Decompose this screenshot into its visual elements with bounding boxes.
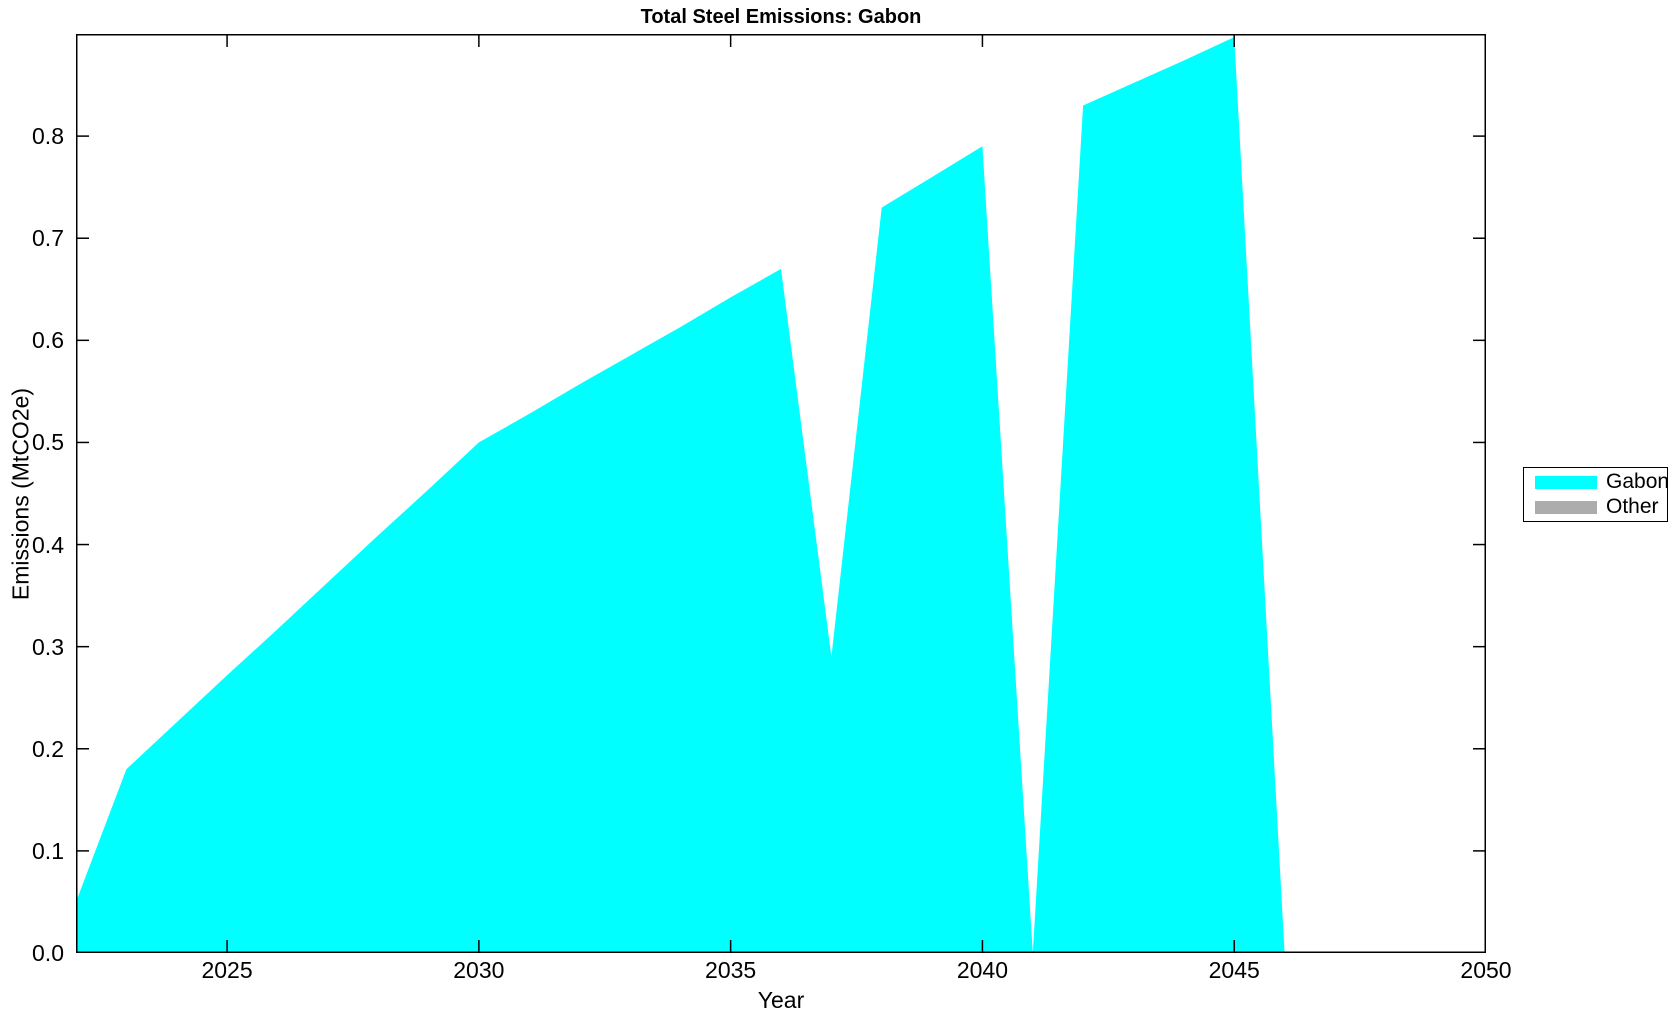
legend: Gabon Other	[1523, 467, 1670, 522]
area-chart-svg	[76, 34, 1486, 953]
x-tick-label-2040: 2040	[956, 957, 1008, 983]
legend-label-gabon: Gabon	[1606, 470, 1670, 493]
axis-box	[76, 34, 1486, 953]
y-tick-label-0.0: 0.0	[32, 940, 64, 966]
y-axis-label: Emissions (MtCO2e)	[7, 387, 34, 601]
y-tick-label-0.2: 0.2	[32, 735, 64, 762]
gabon-swatch-icon	[1535, 475, 1597, 489]
y-tick-label-0.6: 0.6	[32, 327, 64, 354]
chart-title: Total Steel Emissions: Gabon	[640, 6, 922, 28]
plot-area	[76, 34, 1486, 953]
y-tick-label-0.8: 0.8	[32, 123, 64, 150]
area-series-gabon	[76, 37, 1486, 953]
y-tick-label-0.7: 0.7	[32, 225, 64, 252]
x-axis-label: Year	[757, 987, 805, 1013]
x-tick-label-2050: 2050	[1460, 957, 1512, 983]
x-tick-label-2030: 2030	[453, 957, 505, 983]
legend-entry-gabon: Gabon	[1535, 470, 1670, 493]
y-tick-label-0.5: 0.5	[32, 429, 64, 456]
other-swatch-icon	[1535, 500, 1597, 514]
legend-entry-other: Other	[1535, 496, 1667, 518]
x-tick-label-2025: 2025	[201, 957, 253, 983]
x-tick-label-2035: 2035	[705, 957, 757, 983]
y-tick-label-0.3: 0.3	[32, 633, 64, 660]
x-tick-label-2045: 2045	[1208, 957, 1260, 983]
y-tick-label-0.1: 0.1	[32, 837, 64, 864]
legend-label-other: Other	[1606, 495, 1659, 518]
y-tick-label-0.4: 0.4	[32, 531, 64, 558]
